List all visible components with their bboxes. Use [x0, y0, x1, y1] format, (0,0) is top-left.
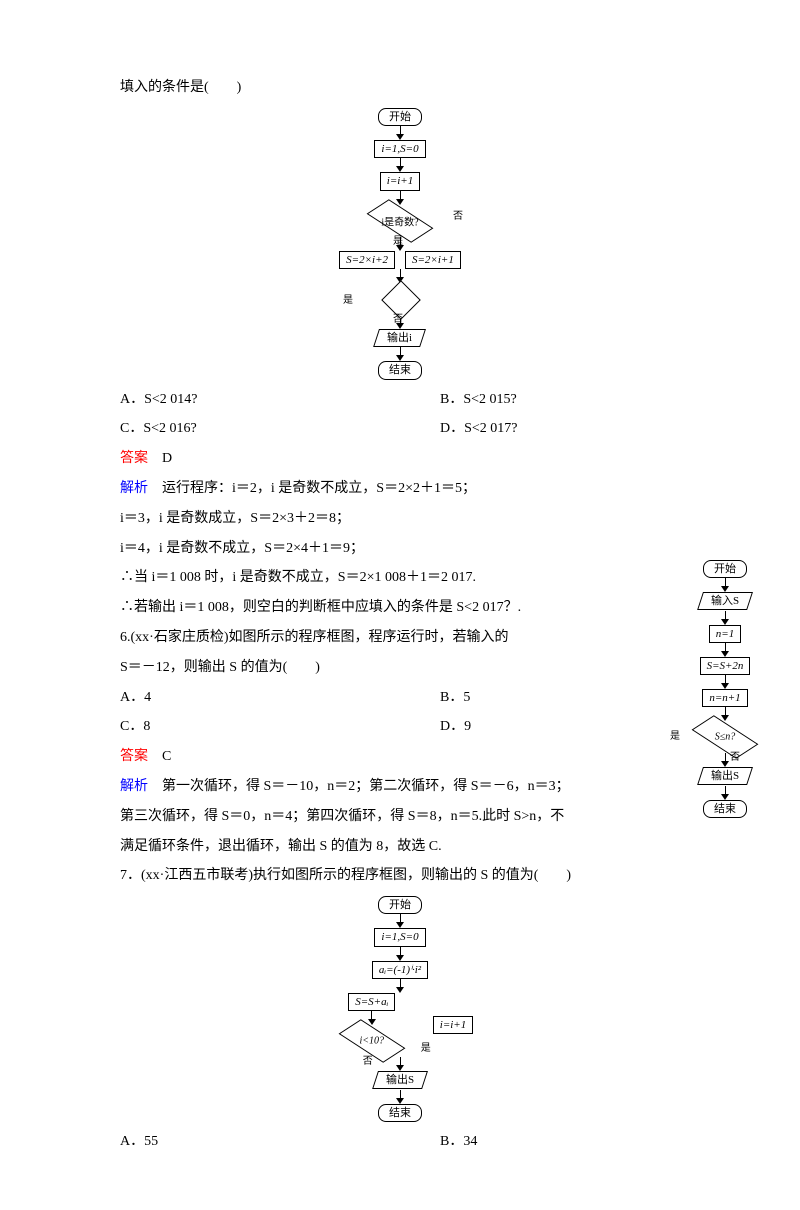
q6-stem: 6.(xx·石家庄质检)如图所示的程序框图，程序运行时，若输入的	[120, 626, 680, 650]
q7-stem: 7．(xx·江西五市联考)执行如图所示的程序框图，则输出的 S 的值为( )	[120, 864, 680, 888]
q5-answer: 答案 D	[120, 447, 680, 471]
fc-inc: i=i+1	[380, 172, 420, 190]
q6-options-row1: A．4 B．5	[120, 686, 680, 710]
q5-explain-4: ∴若输出 i＝1 008，则空白的判断框中应填入的条件是 S<2 017？.	[120, 596, 680, 620]
q5-optB: B．S<2 015?	[440, 388, 680, 412]
fc6-inc: n=n+1	[702, 689, 747, 707]
q5-explain-3: ∴当 i＝1 008 时，i 是奇数不成立，S＝2×1 008＋1＝2 017.	[120, 566, 680, 590]
fc-no2: 否	[391, 310, 405, 325]
fc-end: 结束	[378, 361, 422, 379]
answer-label: 答案	[120, 451, 148, 466]
fc-init: i=1,S=0	[374, 140, 425, 158]
fc7-end: 结束	[378, 1104, 422, 1122]
q6-answer-value: C	[162, 749, 171, 764]
q5-optC: C．S<2 016?	[120, 417, 440, 441]
fc-cond1: i是奇数?	[355, 213, 445, 228]
q6-options-row2: C．8 D．9	[120, 715, 680, 739]
q5-options-row1: A．S<2 014? B．S<2 015?	[120, 388, 680, 412]
fc7-acc: S=S+aᵢ	[348, 993, 395, 1011]
page: 填入的条件是( ) 开始 i=1,S=0 i=i+1 i是奇数? 否 是 S=2…	[0, 0, 800, 1210]
fc7-start: 开始	[378, 896, 422, 914]
q6-explain-0: 解析 第一次循环，得 S＝－10，n＝2；第二次循环，得 S＝－6，n＝3；	[120, 775, 680, 799]
q5-explain-2: i＝4，i 是奇数不成立，S＝2×4＋1＝9；	[120, 537, 680, 561]
q5-stem: 填入的条件是( )	[120, 76, 680, 100]
fc-yes1: 是	[391, 232, 405, 247]
q7-options-row1: A．55 B．34	[120, 1130, 680, 1154]
fc6-input: 输入S	[697, 592, 753, 610]
fc6-start: 开始	[703, 560, 747, 578]
q7-optB: B．34	[440, 1130, 680, 1154]
fc-right-box: S=2×i+1	[405, 251, 461, 269]
fc-output: 输出i	[373, 329, 426, 347]
fc-left-box: S=2×i+2	[339, 251, 395, 269]
q6-optD: D．9	[440, 715, 570, 739]
q5-explain-0: 解析 运行程序：i＝2，i 是奇数不成立，S＝2×2＋1＝5；	[120, 477, 680, 501]
q6-explain-1: 第三次循环，得 S＝0，n＝4；第四次循环，得 S＝8，n＝5.此时 S>n，不	[120, 805, 680, 829]
fc6-no: 否	[728, 748, 742, 763]
fc6-init: n=1	[709, 625, 741, 643]
q5-options-row2: C．S<2 016? D．S<2 017?	[120, 417, 680, 441]
q6-optB: B．5	[440, 686, 570, 710]
q5-optD: D．S<2 017?	[440, 417, 680, 441]
q5-optA: A．S<2 014?	[120, 388, 440, 412]
fc-no1: 否	[451, 207, 465, 222]
q6-optA: A．4	[120, 686, 440, 710]
q6-explain-2: 满足循环条件，退出循环，输出 S 的值为 8，故选 C.	[120, 835, 680, 859]
q5-explain-1: i＝3，i 是奇数成立，S＝2×3＋2＝8；	[120, 507, 680, 531]
fc7-yes: 是	[419, 1039, 433, 1054]
q7-flowchart: 开始 i=1,S=0 aᵢ=(-1)ⁱ·i² S=S+aᵢ i<10? 是 否	[120, 896, 680, 1122]
q6-stem2: S＝－12，则输出 S 的值为( )	[120, 656, 680, 680]
q6-optC: C．8	[120, 715, 440, 739]
q5-answer-value: D	[162, 451, 172, 466]
fc6-output: 输出S	[697, 767, 753, 785]
fc7-inc: i=i+1	[433, 1016, 473, 1034]
q7-optA: A．55	[120, 1130, 440, 1154]
explain-label: 解析	[120, 779, 148, 794]
q6-answer: 答案 C	[120, 745, 680, 769]
explain-label: 解析	[120, 481, 148, 496]
fc7-init: i=1,S=0	[374, 928, 425, 946]
fc7-calc: aᵢ=(-1)ⁱ·i²	[372, 961, 428, 979]
answer-label: 答案	[120, 749, 148, 764]
fc6-cond: S≤n?	[680, 732, 770, 743]
q6-flowchart: 开始 输入S n=1 S=S+2n n=n+1 S≤n? 是 否 输出S 结束	[680, 560, 770, 818]
fc6-end: 结束	[703, 800, 747, 818]
fc7-cond: i<10?	[327, 1036, 417, 1047]
fc-yes2: 是	[341, 291, 355, 306]
fc-start: 开始	[378, 108, 422, 126]
fc7-no: 否	[361, 1052, 375, 1067]
q5-flowchart: 开始 i=1,S=0 i=i+1 i是奇数? 否 是 S=2×i+2 S=2×i…	[120, 108, 680, 380]
fc6-add: S=S+2n	[700, 657, 751, 675]
fc7-output: 输出S	[372, 1071, 428, 1089]
